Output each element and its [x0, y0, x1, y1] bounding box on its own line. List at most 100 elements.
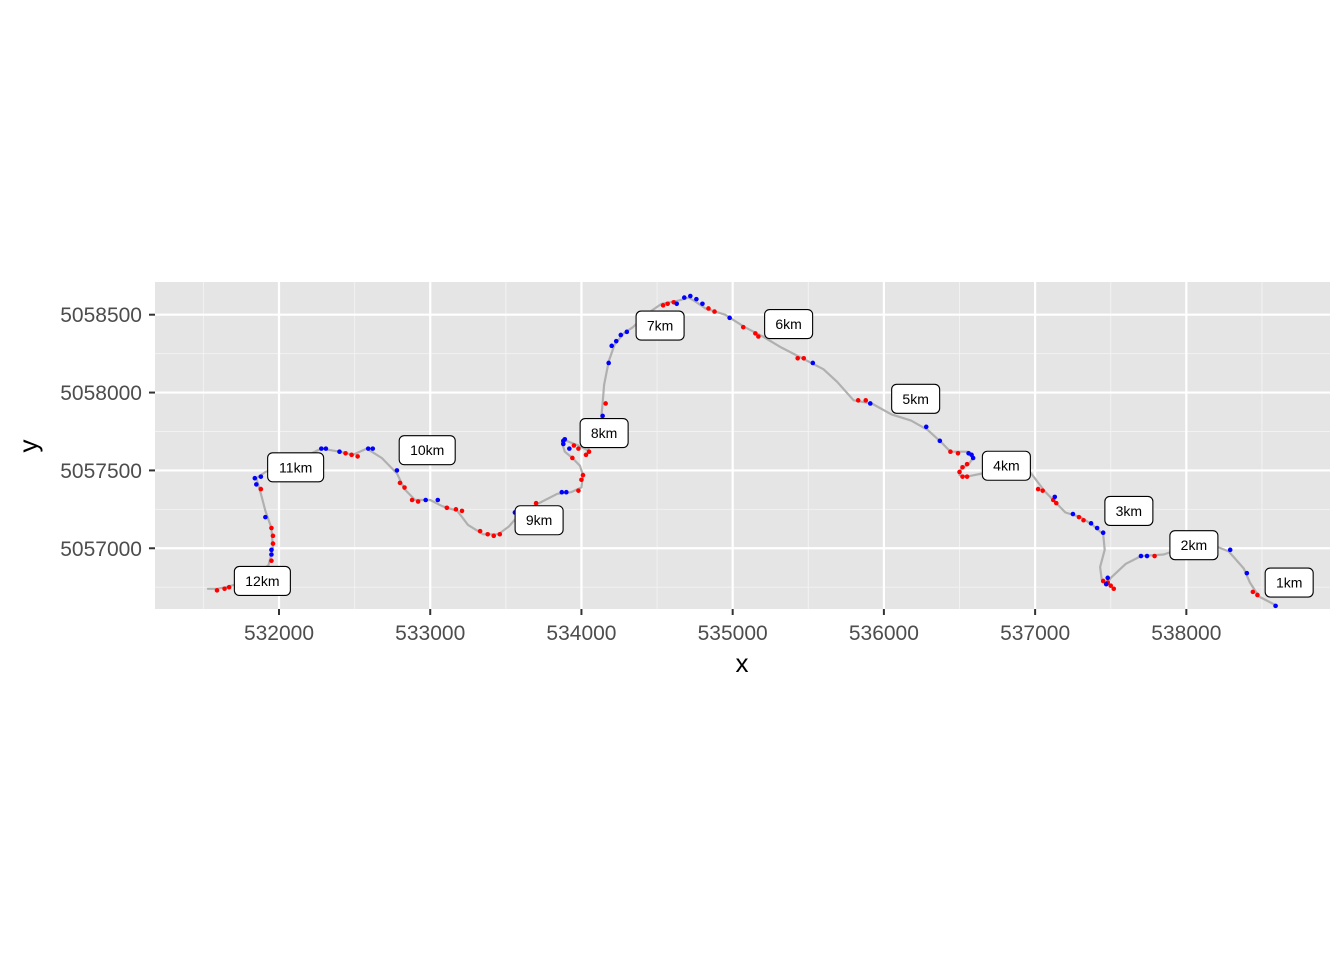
- blue-point: [609, 343, 614, 349]
- km-label-box: [1104, 495, 1154, 526]
- blue-point: [269, 552, 274, 557]
- km-labels: 1km 2km 3km 4km 5km 6km 7km 8km 9km 10km 11km 12km: [233, 308, 1314, 598]
- red-point: [740, 324, 746, 330]
- blue-point: [1100, 530, 1106, 535]
- blue-point: [1103, 581, 1109, 587]
- km-label-box: [635, 310, 685, 341]
- blue-point: [1088, 521, 1094, 526]
- km-label-box: [1169, 530, 1219, 561]
- blue-point: [606, 360, 611, 366]
- red-point: [270, 541, 276, 546]
- km-label-text: 10km: [410, 442, 444, 458]
- blue-point: [561, 438, 566, 444]
- red-point: [1108, 583, 1114, 588]
- x-tick-label: 536000: [849, 622, 919, 645]
- red-point: [948, 449, 953, 455]
- red-point: [960, 465, 965, 470]
- x-axis: 532000 533000 534000 535000 536000 537000 5380…: [244, 609, 1221, 645]
- red-point: [1100, 578, 1106, 584]
- km-label-text: 3km: [1116, 503, 1142, 519]
- blue-point: [600, 413, 605, 419]
- km-label-box: [233, 565, 291, 597]
- red-point: [459, 508, 465, 514]
- blue-point: [1105, 575, 1111, 581]
- blue-point: [1070, 511, 1076, 517]
- km-label: 4km: [981, 450, 1031, 481]
- red-point: [583, 452, 589, 458]
- red-point: [343, 450, 348, 456]
- blue-point: [694, 296, 699, 302]
- km-label-box: [398, 435, 456, 466]
- blue-point: [624, 329, 630, 335]
- blue-point: [258, 474, 264, 479]
- red-point: [222, 586, 227, 592]
- km-label-text: 11km: [279, 459, 312, 475]
- blue-point: [1052, 494, 1058, 500]
- km-label-box: [891, 383, 941, 414]
- blue-point: [1138, 553, 1144, 559]
- blue-point: [254, 482, 259, 487]
- red-point: [571, 443, 577, 448]
- red-point: [576, 488, 581, 493]
- blue-point: [681, 295, 687, 300]
- red-point: [1250, 589, 1256, 595]
- red-point: [1053, 500, 1059, 506]
- blue-point: [1144, 553, 1150, 559]
- red-point: [533, 500, 539, 506]
- red-point: [226, 584, 232, 590]
- blue-point: [923, 424, 929, 430]
- blue-point: [674, 301, 680, 307]
- y-axis: 5057000 5057500 5058000 5058500: [60, 304, 155, 561]
- y-tick-label: 5057500: [60, 460, 142, 483]
- km-label-text: 5km: [902, 391, 928, 407]
- blue-point: [263, 514, 268, 520]
- blue-point: [323, 446, 329, 451]
- red-point: [1111, 586, 1117, 592]
- blue-point: [370, 446, 376, 451]
- km-label: 3km: [1104, 495, 1154, 526]
- km-label: 7km: [635, 310, 685, 341]
- red-point: [1035, 486, 1041, 492]
- blue-point: [727, 315, 732, 321]
- blue-point: [867, 401, 873, 406]
- red-point: [576, 446, 581, 451]
- red-point: [580, 472, 586, 478]
- red-point: [756, 334, 761, 339]
- x-axis-title: x: [736, 648, 749, 678]
- km-label: 10km: [398, 435, 456, 466]
- red-point: [402, 485, 407, 490]
- red-point: [415, 499, 421, 504]
- blue-point: [1094, 525, 1100, 531]
- red-point: [485, 531, 490, 537]
- red-point: [855, 398, 861, 403]
- red-point: [660, 303, 666, 308]
- red-point: [586, 449, 592, 455]
- km-label: 1km: [1264, 567, 1314, 598]
- x-tick-label: 538000: [1151, 622, 1221, 645]
- red-point: [665, 301, 670, 307]
- blue-point: [337, 449, 342, 455]
- km-label: 2km: [1169, 530, 1219, 561]
- red-point: [258, 486, 264, 492]
- km-label-box: [981, 450, 1031, 481]
- red-point: [964, 474, 970, 479]
- x-tick-label: 532000: [244, 622, 314, 645]
- blue-point: [1244, 570, 1250, 576]
- km-label: 8km: [579, 417, 629, 449]
- red-point: [397, 480, 403, 486]
- red-point: [570, 455, 575, 461]
- km-label-text: 8km: [591, 425, 617, 441]
- km-label-box: [579, 417, 629, 449]
- y-tick-label: 5058000: [60, 382, 142, 405]
- x-tick-label: 535000: [698, 622, 768, 645]
- blue-point: [613, 338, 619, 344]
- red-point: [1152, 553, 1157, 559]
- blue-point: [319, 446, 324, 451]
- red-point: [409, 497, 415, 503]
- red-point: [579, 477, 584, 483]
- plot-panel: [155, 282, 1330, 609]
- km-label-text: 6km: [775, 316, 801, 332]
- km-label-text: 2km: [1181, 537, 1207, 553]
- y-axis-title: y: [13, 440, 43, 453]
- km-label: 12km: [233, 565, 291, 597]
